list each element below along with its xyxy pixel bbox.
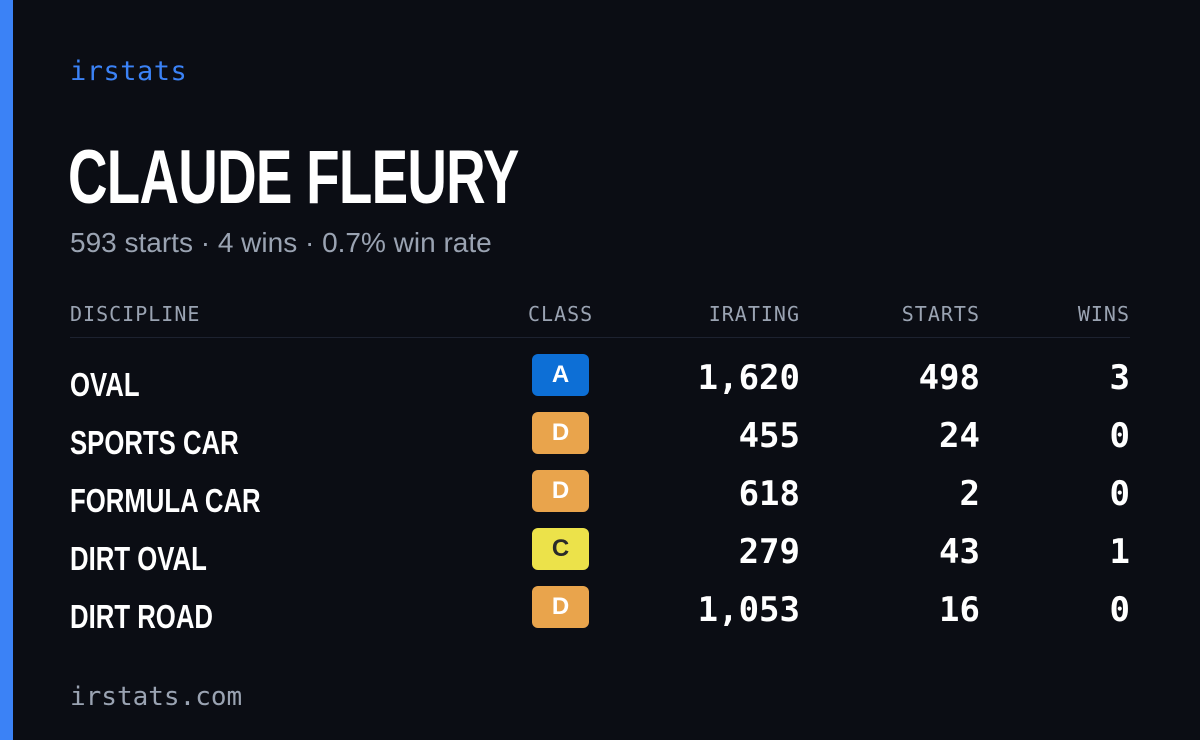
driver-name: CLAUDE FLEURY: [68, 135, 519, 220]
starts-value: 24: [939, 416, 980, 456]
wins-value: 1: [1109, 532, 1130, 572]
table-body: OVAL A 1,620 498 3 SPORTS CAR D 455 24 0…: [70, 354, 1130, 644]
irating-value: 618: [738, 474, 800, 514]
class-badge: A: [532, 354, 589, 396]
table-header: DISCIPLINE CLASS IRATING STARTS WINS: [70, 298, 1130, 338]
irating-value: 1,620: [697, 358, 800, 398]
header-class: CLASS: [528, 302, 594, 326]
driver-summary: 593 starts · 4 wins · 0.7% win rate: [70, 227, 492, 258]
discipline-name: DIRT OVAL: [70, 540, 207, 577]
discipline-name: SPORTS CAR: [70, 424, 239, 461]
starts-value: 43: [939, 532, 980, 572]
table-row: OVAL A 1,620 498 3: [70, 354, 1130, 412]
discipline-table: DISCIPLINE CLASS IRATING STARTS WINS OVA…: [70, 298, 1130, 644]
discipline-name: OVAL: [70, 366, 140, 403]
starts-value: 498: [918, 358, 980, 398]
class-badge: D: [532, 470, 589, 512]
class-badge: D: [532, 586, 589, 628]
header-wins: WINS: [1077, 302, 1130, 326]
table-row: FORMULA CAR D 618 2 0: [70, 470, 1130, 528]
starts-value: 16: [939, 590, 980, 630]
brand-logo-text: irstats: [70, 56, 188, 87]
discipline-name: DIRT ROAD: [70, 598, 213, 635]
wins-value: 0: [1109, 474, 1130, 514]
irating-value: 279: [738, 532, 800, 572]
class-badge: C: [532, 528, 589, 570]
table-row: DIRT ROAD D 1,053 16 0: [70, 586, 1130, 644]
wins-value: 0: [1109, 590, 1130, 630]
header-discipline: DISCIPLINE: [70, 302, 201, 326]
starts-value: 2: [959, 474, 980, 514]
wins-value: 3: [1109, 358, 1130, 398]
header-starts: STARTS: [901, 302, 980, 326]
table-row: DIRT OVAL C 279 43 1: [70, 528, 1130, 586]
header-irating: IRATING: [708, 302, 800, 326]
accent-bar: [0, 0, 13, 740]
footer-domain: irstats.com: [70, 682, 243, 712]
discipline-name: FORMULA CAR: [70, 482, 261, 519]
irating-value: 455: [738, 416, 800, 456]
table-row: SPORTS CAR D 455 24 0: [70, 412, 1130, 470]
class-badge: D: [532, 412, 589, 454]
wins-value: 0: [1109, 416, 1130, 456]
irating-value: 1,053: [697, 590, 800, 630]
